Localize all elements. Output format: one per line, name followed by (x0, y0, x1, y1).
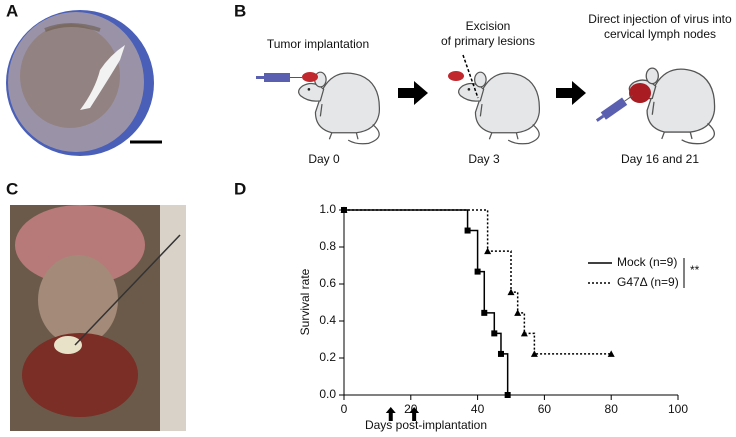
step-caption: of primary lesions (441, 34, 535, 48)
x-tick-label: 100 (668, 402, 688, 416)
step-caption: cervical lymph nodes (604, 27, 716, 41)
step-caption: Excision (466, 19, 511, 33)
panel-label: B (234, 1, 246, 20)
step-day: Day 16 and 21 (621, 152, 699, 166)
survival-curve (344, 209, 509, 395)
x-tick-label: 60 (538, 402, 552, 416)
marker (507, 288, 515, 296)
injection-arrow (385, 407, 396, 421)
marker (474, 268, 481, 275)
marker (504, 392, 511, 398)
panel-label: D (234, 179, 246, 198)
significance: ** (690, 263, 700, 277)
marker (340, 206, 348, 213)
x-tick-label: 0 (341, 402, 348, 416)
marker (514, 309, 522, 316)
injection-arrow (409, 407, 420, 421)
y-tick-label: 0.4 (319, 313, 336, 327)
legend-label: Mock (n=9) (617, 255, 677, 269)
marker (520, 329, 528, 337)
marker (497, 350, 504, 357)
surgery-photo (10, 205, 186, 431)
x-tick-label: 40 (471, 402, 485, 416)
y-tick-label: 0.6 (319, 276, 336, 290)
marker (607, 350, 615, 357)
step-caption: Direct injection of virus into (588, 12, 732, 26)
marker (464, 227, 471, 234)
y-tick-label: 1.0 (319, 202, 336, 216)
survival-curve (344, 209, 612, 355)
marker (484, 247, 492, 255)
histology-image (6, 10, 162, 156)
panel-label: A (6, 1, 18, 20)
x-axis-label: Days post-implantation (365, 418, 487, 432)
schema: Tumor implantation Day 0 Excision of pri… (256, 12, 732, 166)
y-tick-label: 0.8 (319, 239, 336, 253)
step-day: Day 0 (308, 152, 340, 166)
step-day: Day 3 (468, 152, 500, 166)
x-tick-label: 80 (605, 402, 619, 416)
marker (481, 309, 488, 316)
marker (530, 350, 538, 357)
y-tick-label: 0.0 (319, 387, 336, 401)
legend-label: G47Δ (n=9) (617, 275, 679, 289)
y-tick-label: 0.2 (319, 350, 336, 364)
panel-label: C (6, 179, 18, 198)
step-caption: Tumor implantation (267, 37, 369, 51)
y-axis-label: Survival rate (298, 268, 312, 335)
marker (491, 330, 498, 337)
survival-chart: Days post-implantation Survival rate ** … (298, 202, 699, 432)
